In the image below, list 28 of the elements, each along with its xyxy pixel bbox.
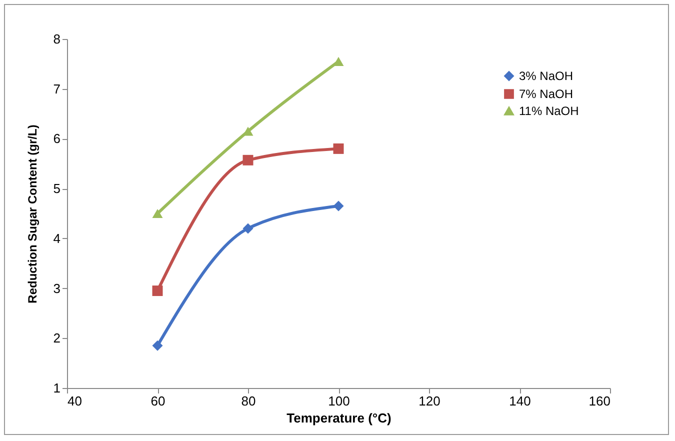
x-tick-label: 80 — [241, 394, 256, 408]
point — [152, 340, 163, 351]
point — [333, 200, 344, 212]
y-tick-label: 6 — [53, 131, 60, 146]
x-tick-label: 60 — [150, 394, 166, 408]
point — [242, 223, 254, 234]
x-tick-label: 120 — [418, 394, 440, 408]
point — [333, 143, 344, 154]
y-tick-label: 2 — [53, 330, 60, 346]
y-tick-label: 4 — [53, 230, 60, 246]
x-tick-label: 40 — [68, 394, 82, 408]
legend-label: 11% NaOH — [519, 104, 579, 118]
y-tick-label: 8 — [53, 32, 60, 46]
y-tick-label: 1 — [53, 380, 60, 396]
x-axis-title: Temperature (°C) — [286, 410, 392, 426]
legend-label: 7% NaOH — [519, 87, 574, 101]
point — [152, 286, 163, 296]
point — [333, 56, 344, 66]
x-tick-label: 100 — [328, 394, 350, 408]
y-tick-label: 3 — [53, 280, 60, 296]
legend-label: 3% NaOH — [519, 69, 574, 83]
point — [242, 154, 254, 166]
y-tick-label: 5 — [53, 181, 60, 196]
y-tick-label: 7 — [53, 81, 60, 96]
x-tick-label: 160 — [588, 394, 610, 408]
x-tick-label: 140 — [509, 394, 531, 408]
point — [152, 208, 163, 218]
y-axis-title: Reduction Sugar Content (gr/L) — [25, 124, 40, 304]
